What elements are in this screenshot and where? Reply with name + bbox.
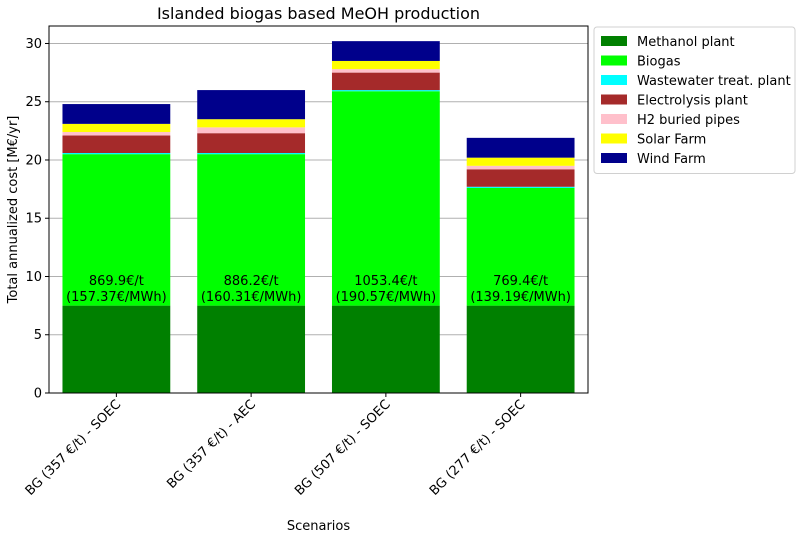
- legend-label-1: Biogas: [637, 55, 681, 70]
- legend-swatch-5: [601, 133, 627, 144]
- bar-3-series-0: [466, 305, 575, 393]
- bar-1-series-0: [197, 305, 306, 393]
- bar-2-series-4: [331, 69, 440, 73]
- bar-3-series-1: [466, 187, 575, 306]
- bar-0-series-1: [62, 154, 171, 306]
- x-tick-label-0: BG (357 €/t) - SOEC: [23, 397, 124, 498]
- bar-0-series-6: [62, 104, 171, 124]
- x-tick-label-1: BG (357 €/t) - AEC: [164, 397, 259, 492]
- legend-swatch-0: [601, 36, 627, 46]
- legend-label-5: Solar Farm: [637, 133, 706, 148]
- bar-2-series-1: [331, 91, 440, 306]
- bar-2-series-2: [331, 90, 440, 92]
- bar-label-cost-2: 1053.4€/t: [354, 274, 417, 289]
- legend-label-6: Wind Farm: [637, 152, 706, 167]
- y-axis-ticks: 0 5 10 15 20 25 30: [25, 37, 49, 402]
- x-axis-ticks: BG (357 €/t) - SOEC BG (357 €/t) - AEC BG …: [23, 393, 528, 499]
- bar-2-series-0: [331, 305, 440, 393]
- bar-2-series-3: [331, 72, 440, 91]
- y-tick-label-0: 0: [34, 387, 42, 402]
- bar-1-series-5: [197, 119, 306, 128]
- bar-label-energy-1: (160.31€/MWh): [201, 290, 302, 305]
- bar-3-series-2: [466, 186, 575, 188]
- x-axis-label: Scenarios: [287, 519, 351, 534]
- legend-swatch-1: [601, 55, 627, 66]
- bar-label-cost-3: 769.4€/t: [493, 274, 548, 289]
- legend-label-2: Wastewater treat. plant: [637, 74, 791, 89]
- bar-3-series-3: [466, 169, 575, 187]
- bar-1-series-4: [197, 127, 306, 134]
- legend-label-4: H2 buried pipes: [637, 113, 740, 128]
- bar-0-series-2: [62, 152, 171, 155]
- x-tick-label-3: BG (277 €/t) - SOEC: [427, 397, 528, 498]
- legend-swatch-4: [601, 114, 627, 124]
- bar-0-series-3: [62, 135, 171, 153]
- bar-1-series-2: [197, 152, 306, 155]
- y-tick-label-3: 15: [25, 212, 42, 227]
- bar-2-series-6: [331, 41, 440, 61]
- bar-1-series-6: [197, 90, 306, 120]
- bar-label-cost-0: 869.9€/t: [89, 274, 144, 289]
- y-tick-label-2: 10: [25, 270, 42, 285]
- y-tick-label-1: 5: [34, 328, 42, 343]
- bar-3-series-6: [466, 137, 575, 158]
- y-tick-label-4: 20: [25, 153, 42, 168]
- bar-labels: 869.9€/t(157.37€/MWh) 886.2€/t(160.31€/MW…: [66, 274, 571, 305]
- bar-label-energy-0: (157.37€/MWh): [66, 290, 167, 305]
- bar-0-series-5: [62, 123, 171, 133]
- bar-3-series-4: [466, 165, 575, 170]
- legend-label-3: Electrolysis plant: [637, 94, 748, 109]
- legend-swatch-2: [601, 75, 627, 85]
- bar-0-series-4: [62, 132, 171, 136]
- legend-label-0: Methanol plant: [637, 35, 735, 50]
- legend-box: [593, 26, 796, 174]
- bar-label-energy-3: (139.19€/MWh): [470, 290, 571, 305]
- y-tick-label-6: 30: [25, 37, 42, 52]
- bar-label-energy-2: (190.57€/MWh): [336, 290, 437, 305]
- bar-0-series-0: [62, 305, 171, 393]
- chart-title: Islanded biogas based MeOH production: [157, 4, 480, 23]
- plot-frame: [48, 25, 589, 394]
- legend: Methanol plant Biogas Wastewater treat. pl…: [593, 26, 796, 174]
- bar-3-series-5: [466, 157, 575, 166]
- bar-1-series-1: [197, 154, 306, 306]
- bar-label-cost-1: 886.2€/t: [224, 274, 279, 289]
- legend-swatch-6: [601, 153, 627, 163]
- bars: [62, 41, 575, 393]
- x-tick-label-2: BG (507 €/t) - SOEC: [292, 397, 393, 498]
- bar-2-series-5: [331, 60, 440, 70]
- y-tick-label-5: 25: [25, 95, 42, 110]
- y-axis-label: Total annualized cost [M€/yr]: [6, 116, 21, 305]
- bar-1-series-3: [197, 133, 306, 153]
- legend-swatch-3: [601, 94, 627, 105]
